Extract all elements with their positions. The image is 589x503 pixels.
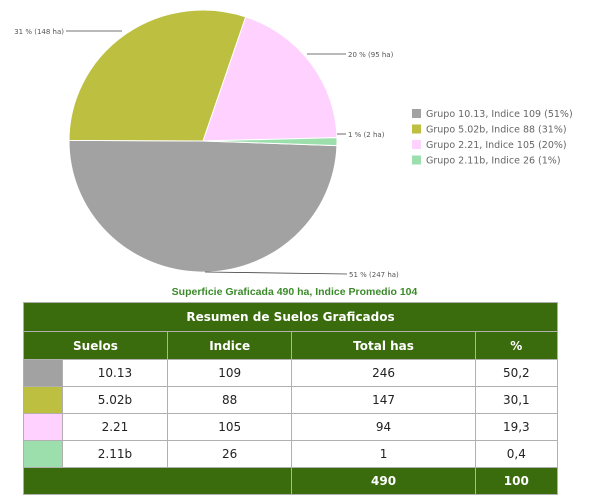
legend-swatch (412, 124, 421, 134)
row-color-swatch (23, 386, 63, 414)
legend-entry: Grupo 2.11b, Indice 26 (1%) (426, 156, 561, 167)
header-indice: Indice (166, 331, 293, 360)
cell-total: 246 (291, 359, 476, 387)
header-suelos: Suelos (23, 331, 168, 360)
pie-slice (202, 16, 338, 142)
slice-label: 20 % (95 ha) (348, 51, 394, 59)
pie-slice (68, 9, 247, 142)
cell-percent: 19,3 (474, 413, 559, 441)
cell-indice: 26 (166, 440, 293, 468)
cell-suelo: 2.11b (62, 440, 168, 468)
cell-total-has: 490 (291, 467, 476, 495)
cell-total: 1 (291, 440, 476, 468)
cell-percent: 50,2 (474, 359, 559, 387)
cell-indice: 105 (166, 413, 293, 441)
table-title-row: Resumen de Suelos Graficados (23, 302, 558, 332)
legend-entry: Grupo 2.21, Indice 105 (20%) (426, 140, 567, 151)
legend-swatch (412, 155, 421, 165)
legend-swatch (412, 109, 421, 118)
cell-suelo: 5.02b (62, 386, 168, 414)
table-header-row: Suelos Indice Total has % (23, 331, 559, 360)
cell-total: 147 (291, 386, 476, 414)
total-spacer (22, 467, 293, 495)
header-percent: % (474, 331, 559, 360)
table-row: 10.13 109 246 50,2 (23, 359, 559, 387)
slice-label: 1 % (2 ha) (348, 131, 385, 139)
summary-table: Resumen de Suelos Graficados Suelos Indi… (22, 302, 559, 495)
pie-slice (68, 139, 338, 273)
cell-indice: 88 (166, 386, 293, 414)
slice-label: 31 % (148 ha) (14, 28, 64, 36)
cell-percent: 30,1 (474, 386, 559, 414)
table-row: 2.11b 26 1 0,4 (23, 440, 559, 468)
row-color-swatch (23, 413, 63, 441)
chart-subtitle: Superficie Graficada 490 ha, Indice Prom… (171, 286, 418, 298)
cell-total: 94 (291, 413, 476, 441)
header-total-has: Total has (291, 331, 476, 360)
table-total-row: 490 100 (22, 467, 559, 495)
cell-percent: 0,4 (474, 440, 559, 468)
cell-suelo: 2.21 (62, 413, 168, 441)
legend-swatch (412, 140, 421, 149)
cell-suelo: 10.13 (62, 359, 168, 387)
leader-line (204, 271, 348, 275)
legend-entry: Grupo 10.13, Indice 109 (51%) (426, 109, 573, 120)
cell-total-percent: 100 (474, 467, 559, 495)
table-title: Resumen de Suelos Graficados (23, 302, 558, 332)
legend-entry: Grupo 5.02b, Indice 88 (31%) (426, 125, 567, 136)
row-color-swatch (23, 440, 63, 468)
cell-indice: 109 (166, 359, 293, 387)
pie-slice (202, 137, 338, 147)
table-row: 5.02b 88 147 30,1 (23, 386, 559, 414)
slice-label: 51 % (247 ha) (349, 271, 399, 279)
table-row: 2.21 105 94 19,3 (23, 413, 559, 441)
pie-chart: 51 % (247 ha) 31 % (148 ha) 20 % (95 ha) 1 … (14, 9, 573, 279)
row-color-swatch (23, 359, 63, 387)
